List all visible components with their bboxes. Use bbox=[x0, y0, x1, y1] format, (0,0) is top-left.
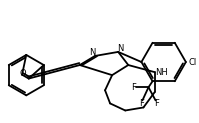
Text: F: F bbox=[155, 99, 159, 108]
Text: NH: NH bbox=[155, 68, 168, 77]
Text: F: F bbox=[131, 83, 136, 92]
Text: N: N bbox=[117, 44, 123, 53]
Text: O: O bbox=[20, 69, 26, 78]
Text: N: N bbox=[89, 48, 95, 57]
Text: Cl: Cl bbox=[189, 58, 197, 67]
Text: F: F bbox=[139, 99, 144, 108]
